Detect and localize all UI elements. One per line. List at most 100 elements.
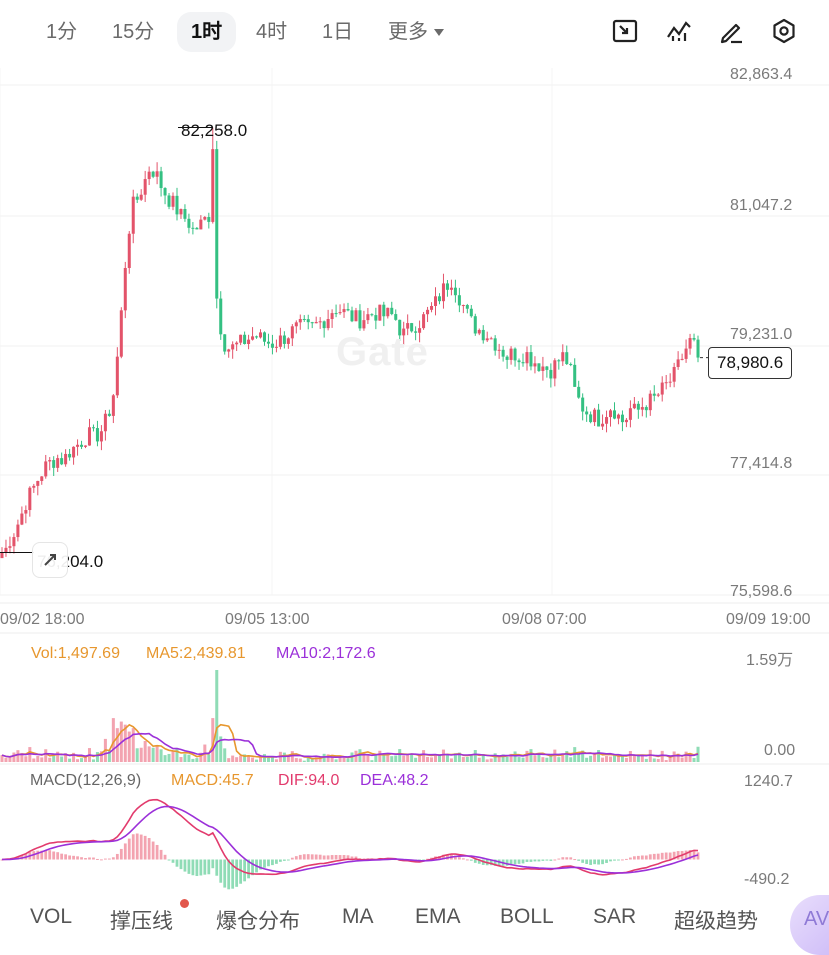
- volume-bar: [481, 754, 485, 762]
- volume-bar: [342, 757, 346, 762]
- candle-body: [52, 460, 56, 468]
- macd-histogram-bar: [279, 859, 282, 862]
- macd-histogram-bar: [672, 851, 676, 860]
- macd-histogram-bar: [442, 854, 445, 860]
- candle-body: [155, 171, 159, 177]
- macd-histogram-bar: [111, 857, 115, 860]
- timeframe-1m[interactable]: 1分: [46, 21, 78, 43]
- candle-body: [525, 352, 529, 364]
- candle-body: [541, 366, 545, 371]
- volume-bar: [270, 757, 274, 762]
- price-chart[interactable]: [0, 0, 829, 895]
- macd-histogram-bar: [629, 857, 632, 860]
- volume-bar: [76, 759, 80, 762]
- volume-bar: [227, 758, 231, 762]
- candle-body: [461, 305, 465, 307]
- candle-body: [581, 397, 585, 412]
- tab-supertrend[interactable]: 超级趋势: [674, 910, 758, 933]
- candle-body: [183, 209, 187, 219]
- candle-body: [410, 323, 414, 332]
- volume-bar: [155, 745, 159, 762]
- volume-bar: [266, 757, 270, 762]
- candle-body: [529, 352, 533, 367]
- candle-body: [545, 366, 549, 370]
- candle-body: [119, 310, 123, 357]
- candle-body: [159, 171, 163, 189]
- volume-bar: [235, 757, 239, 762]
- volume-bar: [259, 756, 263, 762]
- volume-bar: [593, 752, 597, 762]
- macd-histogram-bar: [80, 857, 83, 860]
- macd-histogram-bar: [286, 859, 290, 861]
- macd-histogram-bar: [517, 859, 521, 864]
- more-timeframes-dropdown[interactable]: 更多: [388, 12, 444, 52]
- volume-bar: [505, 756, 509, 762]
- macd-histogram-bar: [151, 841, 155, 860]
- volume-bar: [131, 728, 135, 762]
- candle-body: [28, 487, 32, 511]
- timeframe-1h[interactable]: 1时: [177, 12, 237, 52]
- candle-body: [426, 309, 430, 315]
- candle-body: [318, 321, 322, 323]
- macd-histogram-bar: [175, 859, 179, 867]
- volume-bar: [163, 755, 167, 762]
- macd-histogram-bar: [302, 854, 306, 860]
- volume-bar: [489, 758, 493, 762]
- candle-body: [609, 410, 613, 418]
- indicator-icon[interactable]: [662, 14, 696, 48]
- candle-body: [430, 305, 434, 310]
- tab-ma[interactable]: MA: [342, 905, 374, 928]
- timeframe-1d[interactable]: 1日: [322, 21, 354, 43]
- volume-bar: [668, 757, 672, 762]
- volume-bar: [52, 755, 56, 762]
- candle-body: [111, 395, 115, 416]
- macd-histogram-bar: [139, 834, 143, 860]
- volume-bar: [644, 758, 648, 762]
- volume-bar: [410, 754, 414, 762]
- volume-bar: [139, 747, 143, 762]
- candle-body: [32, 485, 36, 488]
- volume-bar: [171, 750, 175, 762]
- volume-bar: [175, 747, 179, 762]
- macd-histogram-bar: [330, 855, 334, 860]
- volume-bar: [449, 758, 453, 762]
- timeframe-4h[interactable]: 4时: [256, 21, 288, 43]
- tab-vol[interactable]: VOL: [30, 905, 73, 928]
- volume-bar: [581, 750, 585, 762]
- candle-body: [44, 461, 48, 477]
- candle-body: [656, 394, 660, 396]
- candle-body: [668, 381, 672, 383]
- macd-histogram-bar: [362, 858, 366, 860]
- volume-bar: [382, 753, 386, 762]
- timeframe-15m[interactable]: 15分: [112, 21, 155, 43]
- time-axis-label: 09/05 13:00: [225, 611, 310, 628]
- macd-histogram-bar: [36, 850, 40, 860]
- expand-icon[interactable]: [32, 542, 68, 578]
- tab-ema[interactable]: EMA: [415, 905, 461, 928]
- volume-bar: [461, 756, 465, 762]
- volume-bar: [525, 750, 529, 762]
- macd-histogram-bar: [692, 850, 696, 860]
- tab-liquidation-map[interactable]: 爆仓分布: [216, 910, 300, 933]
- macd-histogram-bar: [553, 859, 557, 861]
- macd-histogram-bar: [84, 858, 87, 860]
- volume-bar: [135, 748, 139, 762]
- candle-body: [235, 342, 239, 345]
- draw-icon[interactable]: [714, 14, 748, 48]
- candle-body: [549, 369, 553, 379]
- candle-body: [660, 382, 664, 395]
- volume-bar: [4, 757, 8, 762]
- candle-body: [473, 316, 477, 334]
- candle-body: [378, 304, 382, 321]
- macd-histogram-bar: [76, 856, 79, 860]
- macd-histogram-bar: [541, 859, 545, 861]
- fullscreen-icon[interactable]: [608, 14, 642, 48]
- settings-icon[interactable]: [767, 14, 801, 48]
- caret-down-icon: [434, 29, 444, 37]
- macd-histogram-bar: [648, 854, 652, 860]
- tab-boll[interactable]: BOLL: [500, 905, 554, 928]
- tab-support-resistance[interactable]: 撑压线: [110, 910, 173, 933]
- tab-sar[interactable]: SAR: [593, 905, 637, 928]
- volume-bar: [239, 755, 243, 762]
- macd-histogram-bar: [605, 859, 608, 863]
